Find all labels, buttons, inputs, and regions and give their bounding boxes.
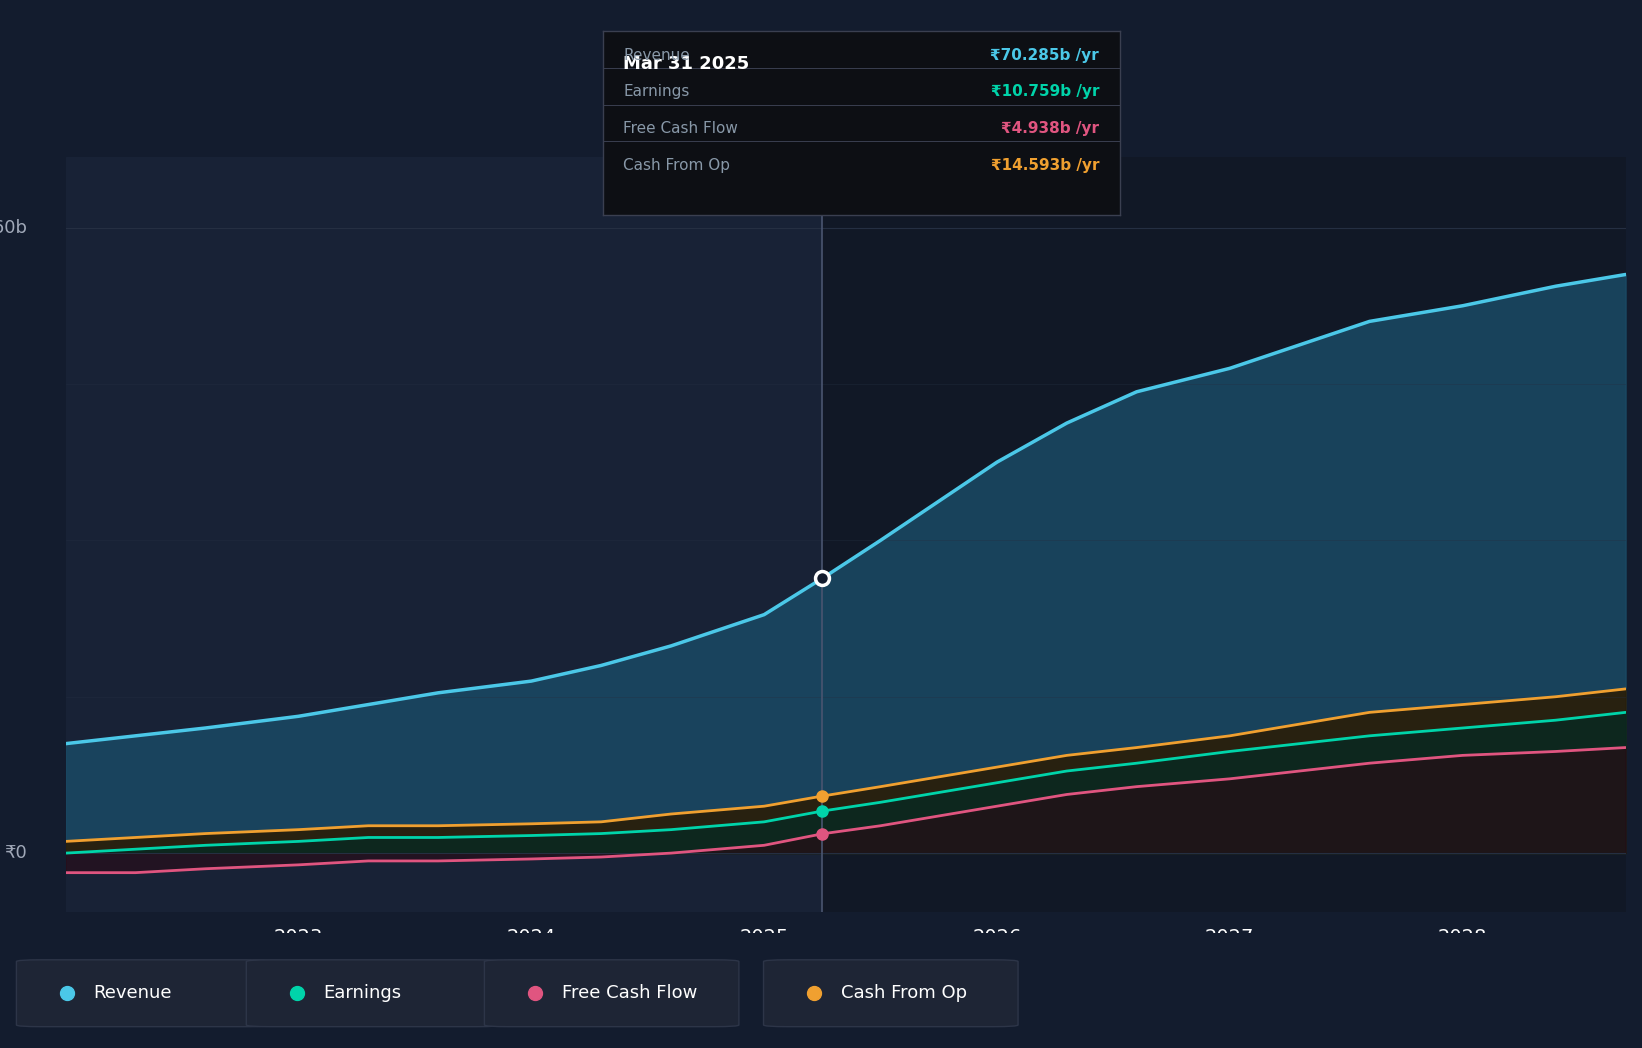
Text: Revenue: Revenue	[94, 984, 172, 1002]
Text: ₹4.938b /yr: ₹4.938b /yr	[1002, 122, 1098, 136]
FancyBboxPatch shape	[16, 960, 271, 1027]
Text: Cash From Op: Cash From Op	[624, 158, 731, 173]
Text: Free Cash Flow: Free Cash Flow	[562, 984, 696, 1002]
FancyBboxPatch shape	[484, 960, 739, 1027]
Text: Earnings: Earnings	[624, 85, 690, 100]
Text: Cash From Op: Cash From Op	[841, 984, 967, 1002]
FancyBboxPatch shape	[764, 960, 1018, 1027]
Text: ₹14.593b /yr: ₹14.593b /yr	[990, 158, 1098, 173]
Text: ₹0: ₹0	[3, 844, 26, 863]
FancyBboxPatch shape	[246, 960, 501, 1027]
Text: Earnings: Earnings	[323, 984, 402, 1002]
Text: Free Cash Flow: Free Cash Flow	[624, 122, 739, 136]
Text: ₹160b: ₹160b	[0, 219, 26, 237]
Bar	[66, 157, 823, 912]
Text: Revenue: Revenue	[624, 48, 690, 63]
Text: Past: Past	[778, 182, 813, 200]
Text: Mar 31 2025: Mar 31 2025	[624, 56, 749, 73]
Text: ₹70.285b /yr: ₹70.285b /yr	[990, 48, 1098, 63]
Bar	[823, 157, 1626, 912]
Text: ₹10.759b /yr: ₹10.759b /yr	[990, 85, 1098, 100]
Text: Analysts Forecasts: Analysts Forecasts	[831, 182, 987, 200]
